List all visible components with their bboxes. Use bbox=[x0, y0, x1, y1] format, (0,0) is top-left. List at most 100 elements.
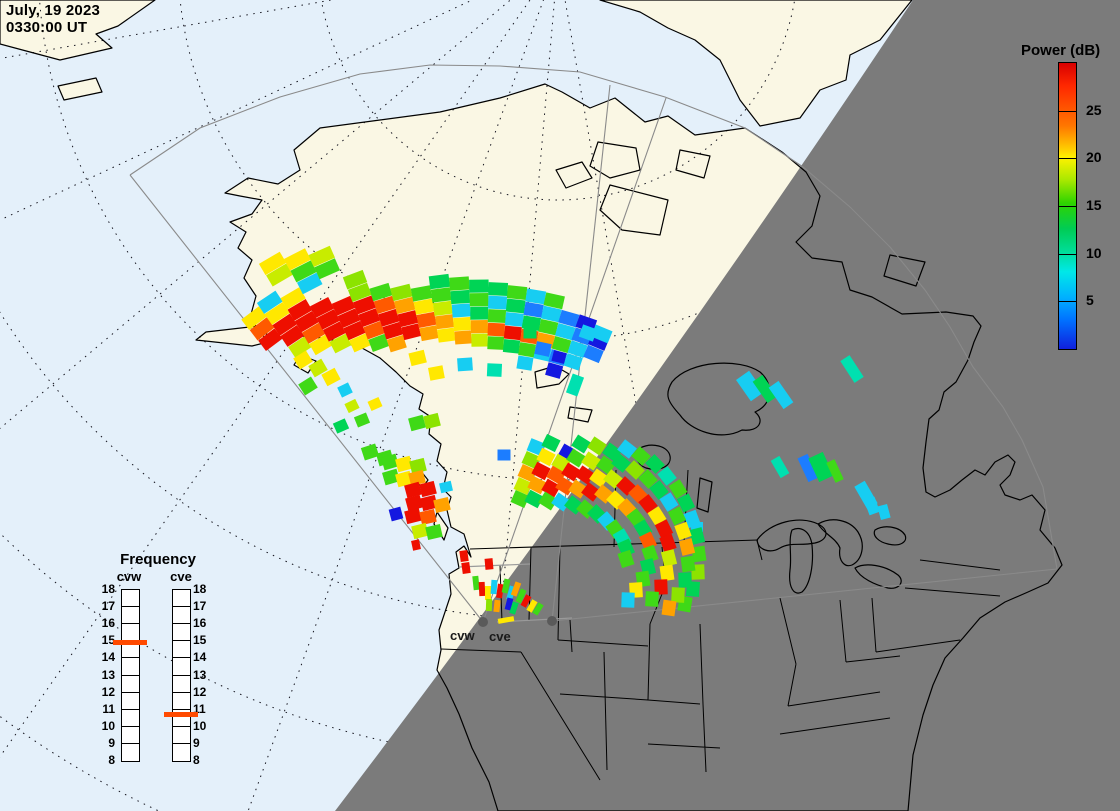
backscatter-cell bbox=[504, 326, 522, 341]
backscatter-cell bbox=[429, 274, 450, 289]
backscatter-cell bbox=[506, 299, 526, 314]
ladder-number: 15 bbox=[193, 633, 219, 647]
ladder-number: 16 bbox=[193, 616, 219, 630]
backscatter-cell bbox=[681, 556, 696, 573]
ladder-rung bbox=[173, 606, 190, 607]
backscatter-cell bbox=[488, 296, 507, 310]
map-label-cve: cve bbox=[489, 629, 511, 644]
backscatter-cell bbox=[621, 592, 635, 607]
ladder-number: 18 bbox=[193, 582, 219, 596]
ladder-rung bbox=[122, 709, 139, 710]
backscatter-cell bbox=[491, 580, 498, 594]
ladder-rung bbox=[173, 657, 190, 658]
ladder-number: 8 bbox=[193, 753, 219, 767]
ladder-rung bbox=[173, 743, 190, 744]
backscatter-cell bbox=[662, 600, 677, 617]
map-canvas bbox=[0, 0, 1120, 811]
backscatter-cell bbox=[450, 290, 470, 304]
backscatter-cell bbox=[505, 312, 524, 327]
ladder-number: 14 bbox=[193, 650, 219, 664]
ladder-rung bbox=[173, 709, 190, 710]
backscatter-cell bbox=[498, 450, 511, 461]
frequency-marker-cve bbox=[164, 712, 198, 717]
ladder-number: 13 bbox=[89, 668, 115, 682]
backscatter-cell bbox=[488, 282, 508, 296]
backscatter-cell bbox=[469, 279, 489, 292]
backscatter-cell bbox=[449, 276, 470, 290]
ladder-number: 9 bbox=[193, 736, 219, 750]
colorbar-tick-labels: 25 20 15 10 5 bbox=[1058, 62, 1118, 348]
backscatter-cell bbox=[428, 365, 445, 380]
ladder-rung bbox=[122, 606, 139, 607]
ladder-rung bbox=[173, 623, 190, 624]
backscatter-cell bbox=[459, 550, 468, 562]
time-text: 0330:00 UT bbox=[6, 19, 100, 36]
ladder-number: 17 bbox=[89, 599, 115, 613]
colorbar-tick-label: 10 bbox=[1086, 245, 1102, 261]
backscatter-cell bbox=[454, 330, 471, 344]
backscatter-cell bbox=[452, 303, 471, 317]
ladder-rung bbox=[173, 692, 190, 693]
ladder-number: 18 bbox=[89, 582, 115, 596]
colorbar-tick-label: 15 bbox=[1086, 197, 1102, 213]
backscatter-cell bbox=[488, 309, 506, 323]
ladder-number: 17 bbox=[193, 599, 219, 613]
ladder-rung bbox=[122, 692, 139, 693]
backscatter-cell bbox=[457, 357, 473, 371]
frequency-ladder-cvw bbox=[121, 589, 140, 762]
backscatter-cell bbox=[486, 599, 492, 611]
frequency-column-label-cvw: cvw bbox=[112, 569, 146, 584]
backscatter-cell bbox=[678, 572, 692, 587]
backscatter-cell bbox=[453, 317, 471, 331]
ladder-rung bbox=[122, 726, 139, 727]
ladder-rung bbox=[173, 726, 190, 727]
backscatter-cell bbox=[524, 328, 537, 339]
backscatter-cell bbox=[493, 600, 500, 613]
frequency-marker-cvw bbox=[113, 640, 147, 645]
backscatter-cell bbox=[471, 333, 488, 346]
ladder-number: 16 bbox=[89, 616, 115, 630]
backscatter-cell bbox=[660, 565, 675, 582]
backscatter-cell bbox=[671, 587, 685, 603]
backscatter-cell bbox=[433, 301, 453, 316]
backscatter-cell bbox=[435, 314, 454, 329]
ladder-number: 11 bbox=[89, 702, 115, 716]
colorbar-tick-label: 20 bbox=[1086, 149, 1102, 165]
backscatter-cell bbox=[516, 355, 533, 370]
ladder-number: 10 bbox=[89, 719, 115, 733]
backscatter-cell bbox=[479, 582, 486, 596]
ladder-rung bbox=[122, 675, 139, 676]
backscatter-cell bbox=[461, 562, 470, 574]
frequency-ladder-cve bbox=[172, 589, 191, 762]
radar-power-map-screen: July, 19 2023 0330:00 UT Power (dB) 25 20… bbox=[0, 0, 1120, 811]
map-label-cvw: cvw bbox=[450, 628, 475, 643]
backscatter-cell bbox=[485, 586, 491, 600]
date-text: July, 19 2023 bbox=[6, 2, 100, 19]
backscatter-cell bbox=[507, 285, 527, 300]
radar-site-dot-cve bbox=[547, 616, 557, 626]
ladder-number: 12 bbox=[89, 685, 115, 699]
colorbar-tick-label: 5 bbox=[1086, 292, 1094, 308]
colorbar-tick-label: 25 bbox=[1086, 102, 1102, 118]
backscatter-cell bbox=[431, 287, 452, 302]
backscatter-cell bbox=[645, 591, 659, 607]
ladder-rung bbox=[122, 623, 139, 624]
backscatter-cell bbox=[487, 336, 504, 350]
backscatter-cell bbox=[471, 320, 488, 333]
ladder-number: 12 bbox=[193, 685, 219, 699]
ladder-number: 14 bbox=[89, 650, 115, 664]
backscatter-cell bbox=[470, 293, 489, 306]
backscatter-cell bbox=[503, 339, 520, 354]
ladder-rung bbox=[173, 640, 190, 641]
ladder-rung bbox=[122, 743, 139, 744]
ladder-number: 13 bbox=[193, 668, 219, 682]
backscatter-cell bbox=[470, 306, 488, 319]
colorbar-title: Power (dB) bbox=[1021, 42, 1100, 59]
backscatter-cell bbox=[437, 328, 455, 343]
ladder-rung bbox=[122, 657, 139, 658]
backscatter-cell bbox=[518, 342, 536, 357]
ladder-number: 8 bbox=[89, 753, 115, 767]
radar-site-dot-cvw bbox=[478, 617, 488, 627]
ladder-number: 15 bbox=[89, 633, 115, 647]
backscatter-cell bbox=[488, 323, 506, 337]
